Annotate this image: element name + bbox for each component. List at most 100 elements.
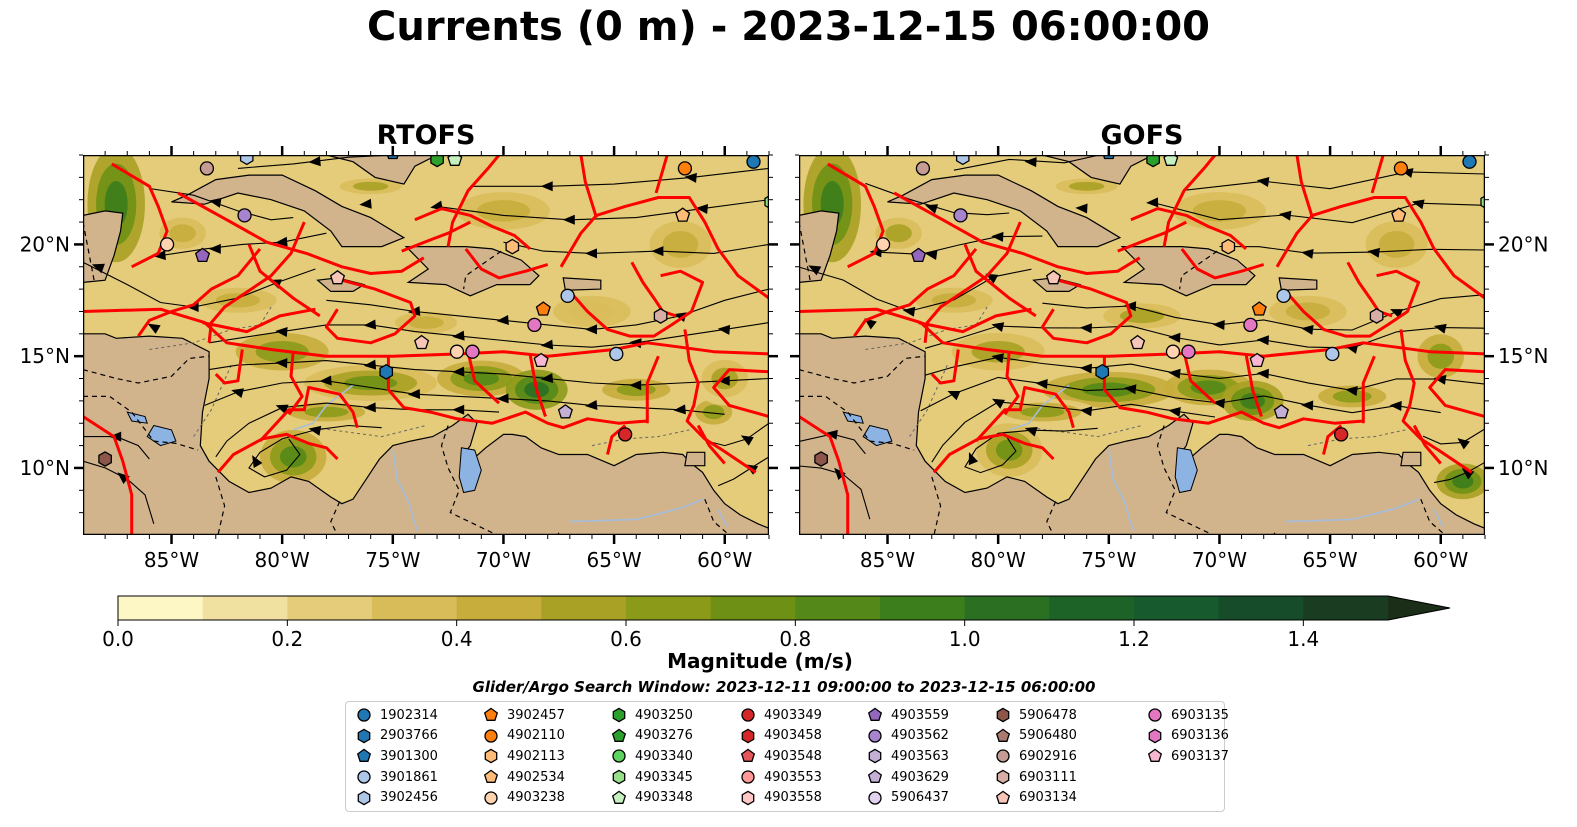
legend-marker bbox=[1147, 748, 1163, 763]
legend-label: 4903340 bbox=[635, 748, 693, 764]
legend-item: 5906478 bbox=[995, 705, 1077, 725]
colorbar-tick-label: 1.4 bbox=[1287, 627, 1319, 651]
magnitude-blob bbox=[1068, 181, 1105, 191]
float-marker-4903629 bbox=[1273, 404, 1289, 419]
legend-marker bbox=[868, 729, 882, 743]
x-tick-label: 75°W bbox=[1081, 548, 1136, 572]
streamline-arrow bbox=[673, 404, 686, 415]
legend-label: 4903250 bbox=[635, 707, 693, 723]
streamline-arrow bbox=[1433, 323, 1447, 334]
legend-label: 4903458 bbox=[764, 728, 822, 744]
legend-marker bbox=[357, 790, 371, 806]
legend-label: 6902916 bbox=[1019, 748, 1077, 764]
land bbox=[562, 277, 602, 291]
streamline bbox=[1152, 202, 1485, 224]
streamline bbox=[920, 376, 1441, 414]
x-tick-label: 60°W bbox=[697, 548, 752, 572]
colorbar-segment bbox=[710, 596, 796, 620]
streamline-arrow bbox=[925, 204, 939, 214]
legend-marker bbox=[356, 748, 372, 763]
legend-item: 5906480 bbox=[995, 726, 1077, 746]
legend-marker-shape bbox=[741, 790, 755, 806]
float-marker-4903348 bbox=[447, 155, 463, 166]
country-border bbox=[799, 355, 926, 384]
legend-marker bbox=[483, 707, 499, 721]
float-marker-6903137 bbox=[533, 352, 549, 368]
streamline-arrow bbox=[1256, 177, 1270, 187]
legend-item: 4903563 bbox=[867, 746, 949, 766]
eez-boundary bbox=[177, 191, 425, 275]
legend-label: 4903276 bbox=[635, 728, 693, 744]
streamline-arrow bbox=[363, 359, 377, 370]
streamline-arrow bbox=[585, 399, 598, 410]
legend-marker-shape bbox=[995, 790, 1011, 804]
streamline bbox=[209, 360, 769, 386]
eez-boundary bbox=[464, 247, 549, 280]
land bbox=[171, 174, 406, 248]
land bbox=[404, 245, 540, 297]
legend-item: 1902314 bbox=[356, 705, 438, 725]
streamline-arrow bbox=[834, 467, 846, 481]
eez-boundary bbox=[414, 207, 531, 251]
panel-title-gofs: GOFS bbox=[1100, 120, 1184, 151]
streamline-arrow bbox=[231, 388, 245, 399]
float-marker-4903562 bbox=[237, 208, 252, 223]
legend-marker-shape bbox=[483, 707, 499, 721]
magnitude-blob bbox=[885, 224, 912, 243]
streamline-arrow bbox=[992, 398, 1005, 409]
streamline bbox=[470, 167, 769, 187]
x-tick-label: 80°W bbox=[255, 548, 310, 572]
float-marker-6903135 bbox=[527, 317, 542, 333]
legend-marker bbox=[611, 790, 627, 804]
legend-marker bbox=[612, 707, 626, 723]
legend-label: 5906437 bbox=[891, 790, 949, 806]
legend-label: 4902110 bbox=[507, 728, 565, 744]
eez-boundary bbox=[645, 355, 660, 424]
eez-boundary bbox=[1284, 269, 1421, 338]
float-marker-6903134 bbox=[329, 269, 346, 285]
streamline bbox=[953, 155, 1102, 171]
streamline-arrow bbox=[319, 375, 332, 386]
streamline-arrow bbox=[1168, 406, 1181, 417]
colorbar-segment bbox=[1134, 596, 1220, 620]
map-layers bbox=[799, 155, 1485, 535]
x-tick-label: 80°W bbox=[971, 548, 1026, 572]
isobath-contour bbox=[1307, 429, 1406, 447]
legend-marker-shape bbox=[357, 770, 371, 784]
legend-marker-shape bbox=[996, 769, 1010, 785]
map-panel-rtofs bbox=[83, 155, 769, 535]
legend-item: 4903458 bbox=[740, 726, 822, 746]
float-marker-3902456 bbox=[955, 155, 970, 166]
streamline-arrow bbox=[562, 214, 575, 225]
streamline-arrow bbox=[740, 435, 754, 446]
float-marker-3901861 bbox=[560, 288, 575, 303]
legend-item: 3901861 bbox=[356, 767, 438, 787]
magnitude-blob bbox=[344, 375, 398, 391]
legend-marker-shape bbox=[484, 729, 498, 743]
eez-boundary bbox=[1370, 155, 1385, 194]
legend-marker bbox=[868, 749, 882, 764]
streamline bbox=[706, 422, 769, 447]
colorbar: 0.0 0.2 0.4 0.6 0.8 1.0 1.2 1.4 bbox=[102, 595, 1451, 651]
colorbar-segment bbox=[795, 596, 881, 620]
float-marker-4902534 bbox=[675, 207, 691, 222]
magnitude-blob bbox=[1190, 380, 1227, 395]
eez-boundary bbox=[932, 432, 1055, 474]
legend-item: 4903559 bbox=[867, 705, 949, 725]
legend-label: 2903766 bbox=[380, 728, 438, 744]
streamline-arrow bbox=[1024, 157, 1037, 168]
axes-layer: 85°W 80°W 75°W 70°W 65°W 60°W 20°N 15°N 10°N 85°W… bbox=[20, 146, 1548, 572]
streamline-arrow bbox=[308, 156, 321, 167]
eez-boundary bbox=[111, 162, 169, 269]
streamline-arrow bbox=[991, 231, 1004, 242]
legend-item: 3902456 bbox=[356, 788, 438, 808]
float-marker-6903134 bbox=[414, 334, 430, 350]
legend-item: 6903135 bbox=[1147, 705, 1229, 725]
float-marker-6902916 bbox=[915, 161, 931, 176]
eez-boundary bbox=[853, 247, 978, 337]
streamline-arrow bbox=[91, 263, 105, 274]
legend-marker-shape bbox=[483, 769, 499, 784]
eez-boundary bbox=[1244, 353, 1263, 417]
streamline bbox=[326, 288, 769, 330]
eez-boundary bbox=[258, 386, 359, 443]
